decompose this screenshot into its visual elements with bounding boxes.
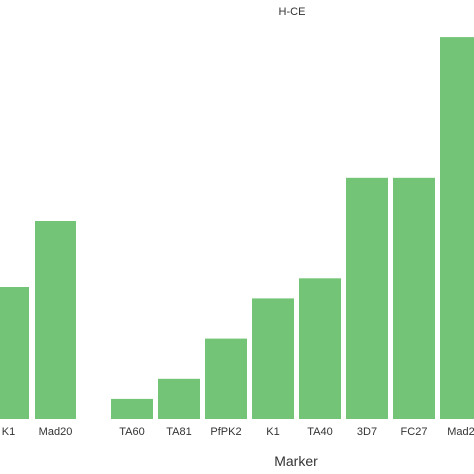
bar-ta40	[299, 278, 341, 419]
tick-label-mad20: Mad20	[39, 426, 73, 438]
bar-ta81	[158, 378, 200, 419]
tick-label-pfpk2: PfPK2	[210, 426, 241, 438]
bar-fc27	[393, 177, 435, 419]
tick-label-k1: K1	[266, 426, 279, 438]
tick-label-fc27: FC27	[401, 426, 428, 438]
x-axis-label: Marker	[274, 453, 318, 469]
bar-k1	[252, 298, 294, 419]
bar-mad20	[35, 221, 76, 419]
bar-ta60	[111, 398, 153, 419]
left-bar-panel: K1 Mad20	[0, 221, 76, 438]
bar-3d7	[346, 177, 388, 419]
tick-label-mad2: Mad2	[447, 426, 474, 438]
chart-title: H-CE	[279, 6, 306, 18]
tick-label-3d7: 3D7	[357, 426, 377, 438]
tick-label-k1: K1	[2, 426, 15, 438]
tick-label-ta81: TA81	[166, 426, 191, 438]
right-bar-panel: TA60 TA81 PfPK2 K1 TA40 3D7 FC27 Mad2	[111, 37, 474, 438]
tick-label-ta40: TA40	[307, 426, 332, 438]
bar-k1	[0, 287, 29, 419]
bar-pfpk2	[205, 338, 247, 419]
tick-label-ta60: TA60	[119, 426, 144, 438]
bar-mad2	[440, 37, 474, 419]
